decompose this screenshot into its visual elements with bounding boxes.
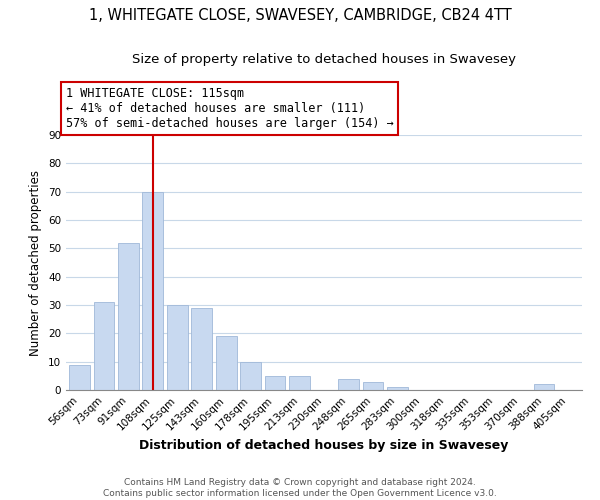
Text: Contains HM Land Registry data © Crown copyright and database right 2024.
Contai: Contains HM Land Registry data © Crown c… — [103, 478, 497, 498]
Bar — [534, 384, 554, 390]
Bar — [362, 382, 383, 390]
Bar — [216, 336, 236, 390]
Title: Size of property relative to detached houses in Swavesey: Size of property relative to detached ho… — [132, 53, 516, 66]
Bar — [69, 364, 90, 390]
Bar — [94, 302, 114, 390]
Bar — [191, 308, 212, 390]
Text: 1 WHITEGATE CLOSE: 115sqm
← 41% of detached houses are smaller (111)
57% of semi: 1 WHITEGATE CLOSE: 115sqm ← 41% of detac… — [66, 87, 394, 130]
Text: 1, WHITEGATE CLOSE, SWAVESEY, CAMBRIDGE, CB24 4TT: 1, WHITEGATE CLOSE, SWAVESEY, CAMBRIDGE,… — [89, 8, 511, 22]
Bar — [240, 362, 261, 390]
X-axis label: Distribution of detached houses by size in Swavesey: Distribution of detached houses by size … — [139, 438, 509, 452]
Bar — [167, 305, 188, 390]
Bar — [118, 242, 139, 390]
Bar — [265, 376, 286, 390]
Bar — [289, 376, 310, 390]
Bar — [338, 378, 359, 390]
Y-axis label: Number of detached properties: Number of detached properties — [29, 170, 43, 356]
Bar — [142, 192, 163, 390]
Bar — [387, 387, 408, 390]
